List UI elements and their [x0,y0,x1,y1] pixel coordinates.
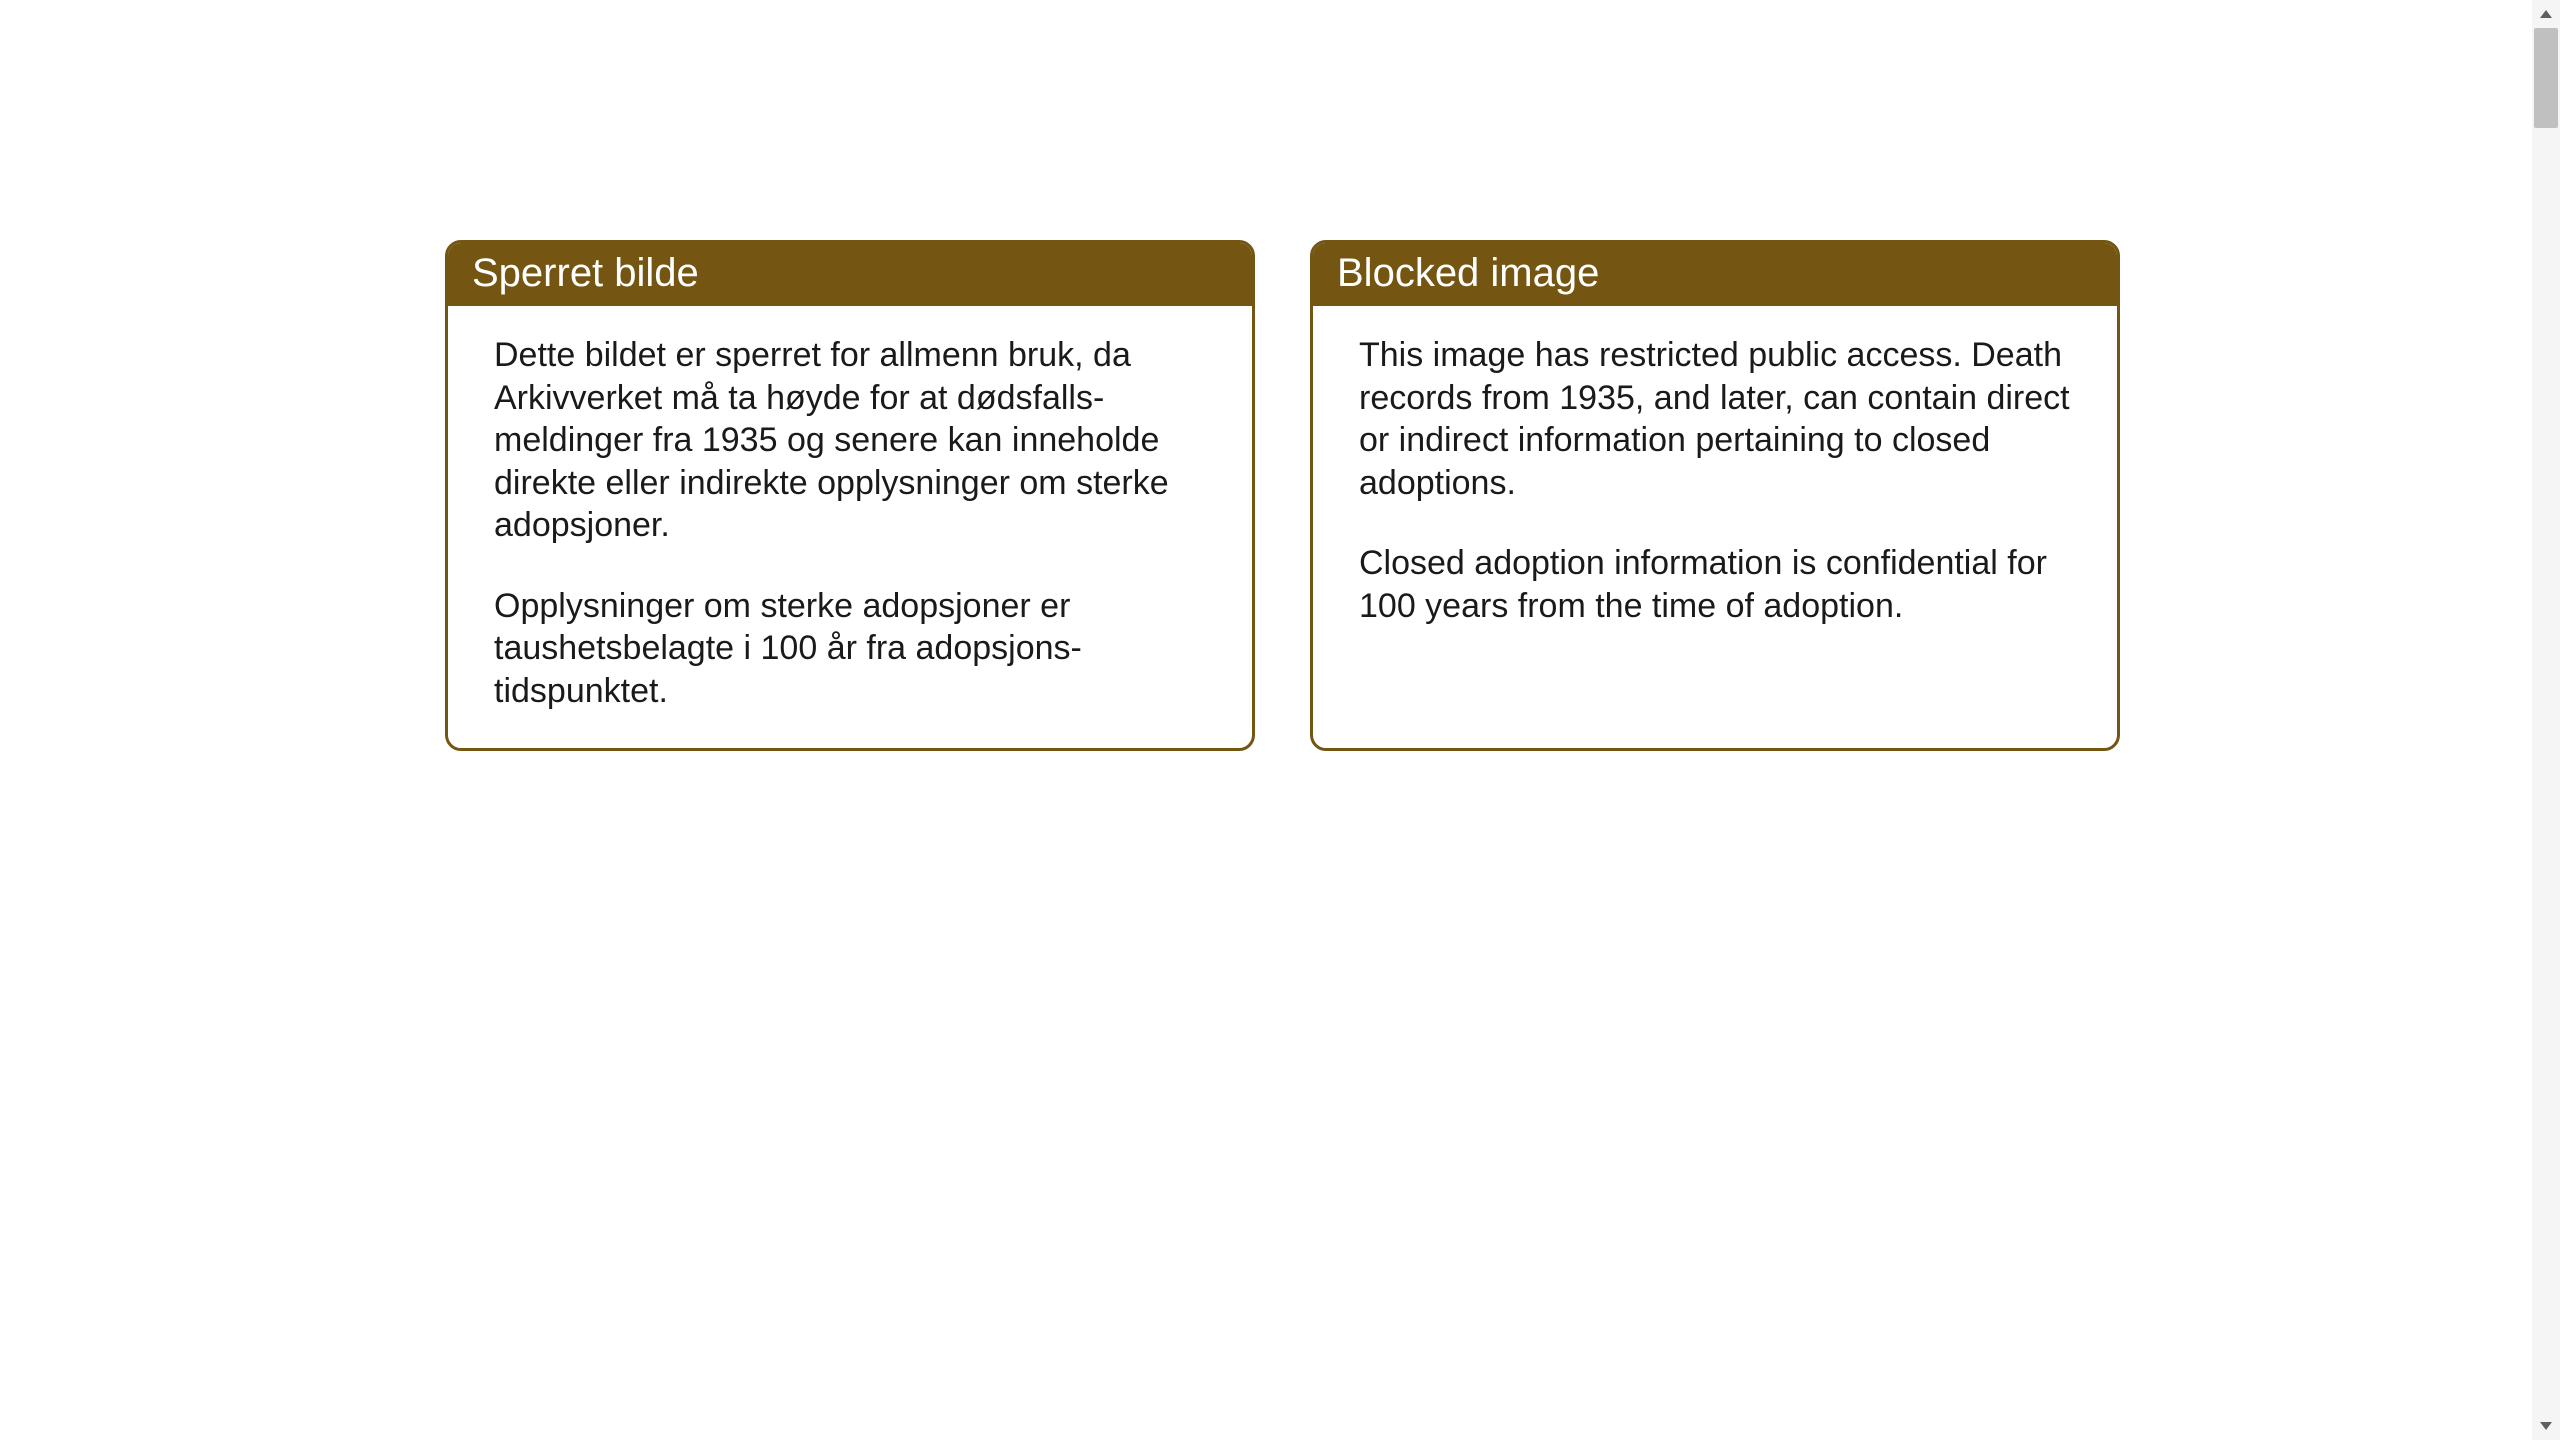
english-card-title: Blocked image [1313,243,2117,306]
vertical-scrollbar[interactable] [2532,0,2560,1440]
scroll-down-arrow-icon[interactable] [2532,1412,2560,1440]
norwegian-card-title: Sperret bilde [448,243,1252,306]
english-card-body: This image has restricted public access.… [1313,306,2117,748]
scrollbar-thumb[interactable] [2534,28,2558,128]
norwegian-info-card: Sperret bilde Dette bildet er sperret fo… [445,240,1255,751]
english-paragraph-2: Closed adoption information is confident… [1359,542,2071,627]
scroll-up-arrow-icon[interactable] [2532,0,2560,28]
english-info-card: Blocked image This image has restricted … [1310,240,2120,751]
norwegian-paragraph-2: Opplysninger om sterke adopsjoner er tau… [494,585,1206,713]
norwegian-paragraph-1: Dette bildet er sperret for allmenn bruk… [494,334,1206,547]
info-cards-container: Sperret bilde Dette bildet er sperret fo… [445,240,2120,751]
norwegian-card-body: Dette bildet er sperret for allmenn bruk… [448,306,1252,748]
english-paragraph-1: This image has restricted public access.… [1359,334,2071,504]
